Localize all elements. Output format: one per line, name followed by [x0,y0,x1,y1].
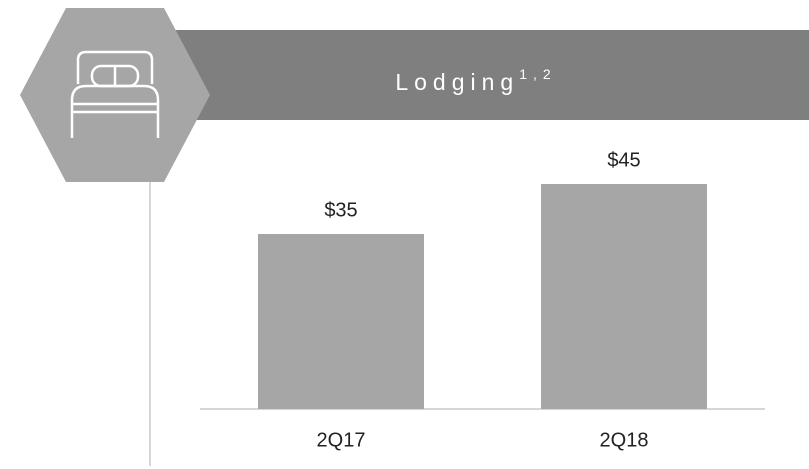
value-label: $45 [607,149,640,171]
bar [258,234,424,409]
header-band [150,30,809,120]
bed-icon [70,50,160,138]
x-tick-label: 2Q17 [317,429,366,451]
title-note: 1,2 [519,66,556,82]
chart-title: Lodging [395,69,519,95]
x-tick-label: 2Q18 [600,429,649,451]
icon-hexagon [20,8,210,182]
value-label: $35 [324,199,357,221]
chart-title-group: Lodging1,2 [395,66,556,95]
bar [541,184,707,409]
